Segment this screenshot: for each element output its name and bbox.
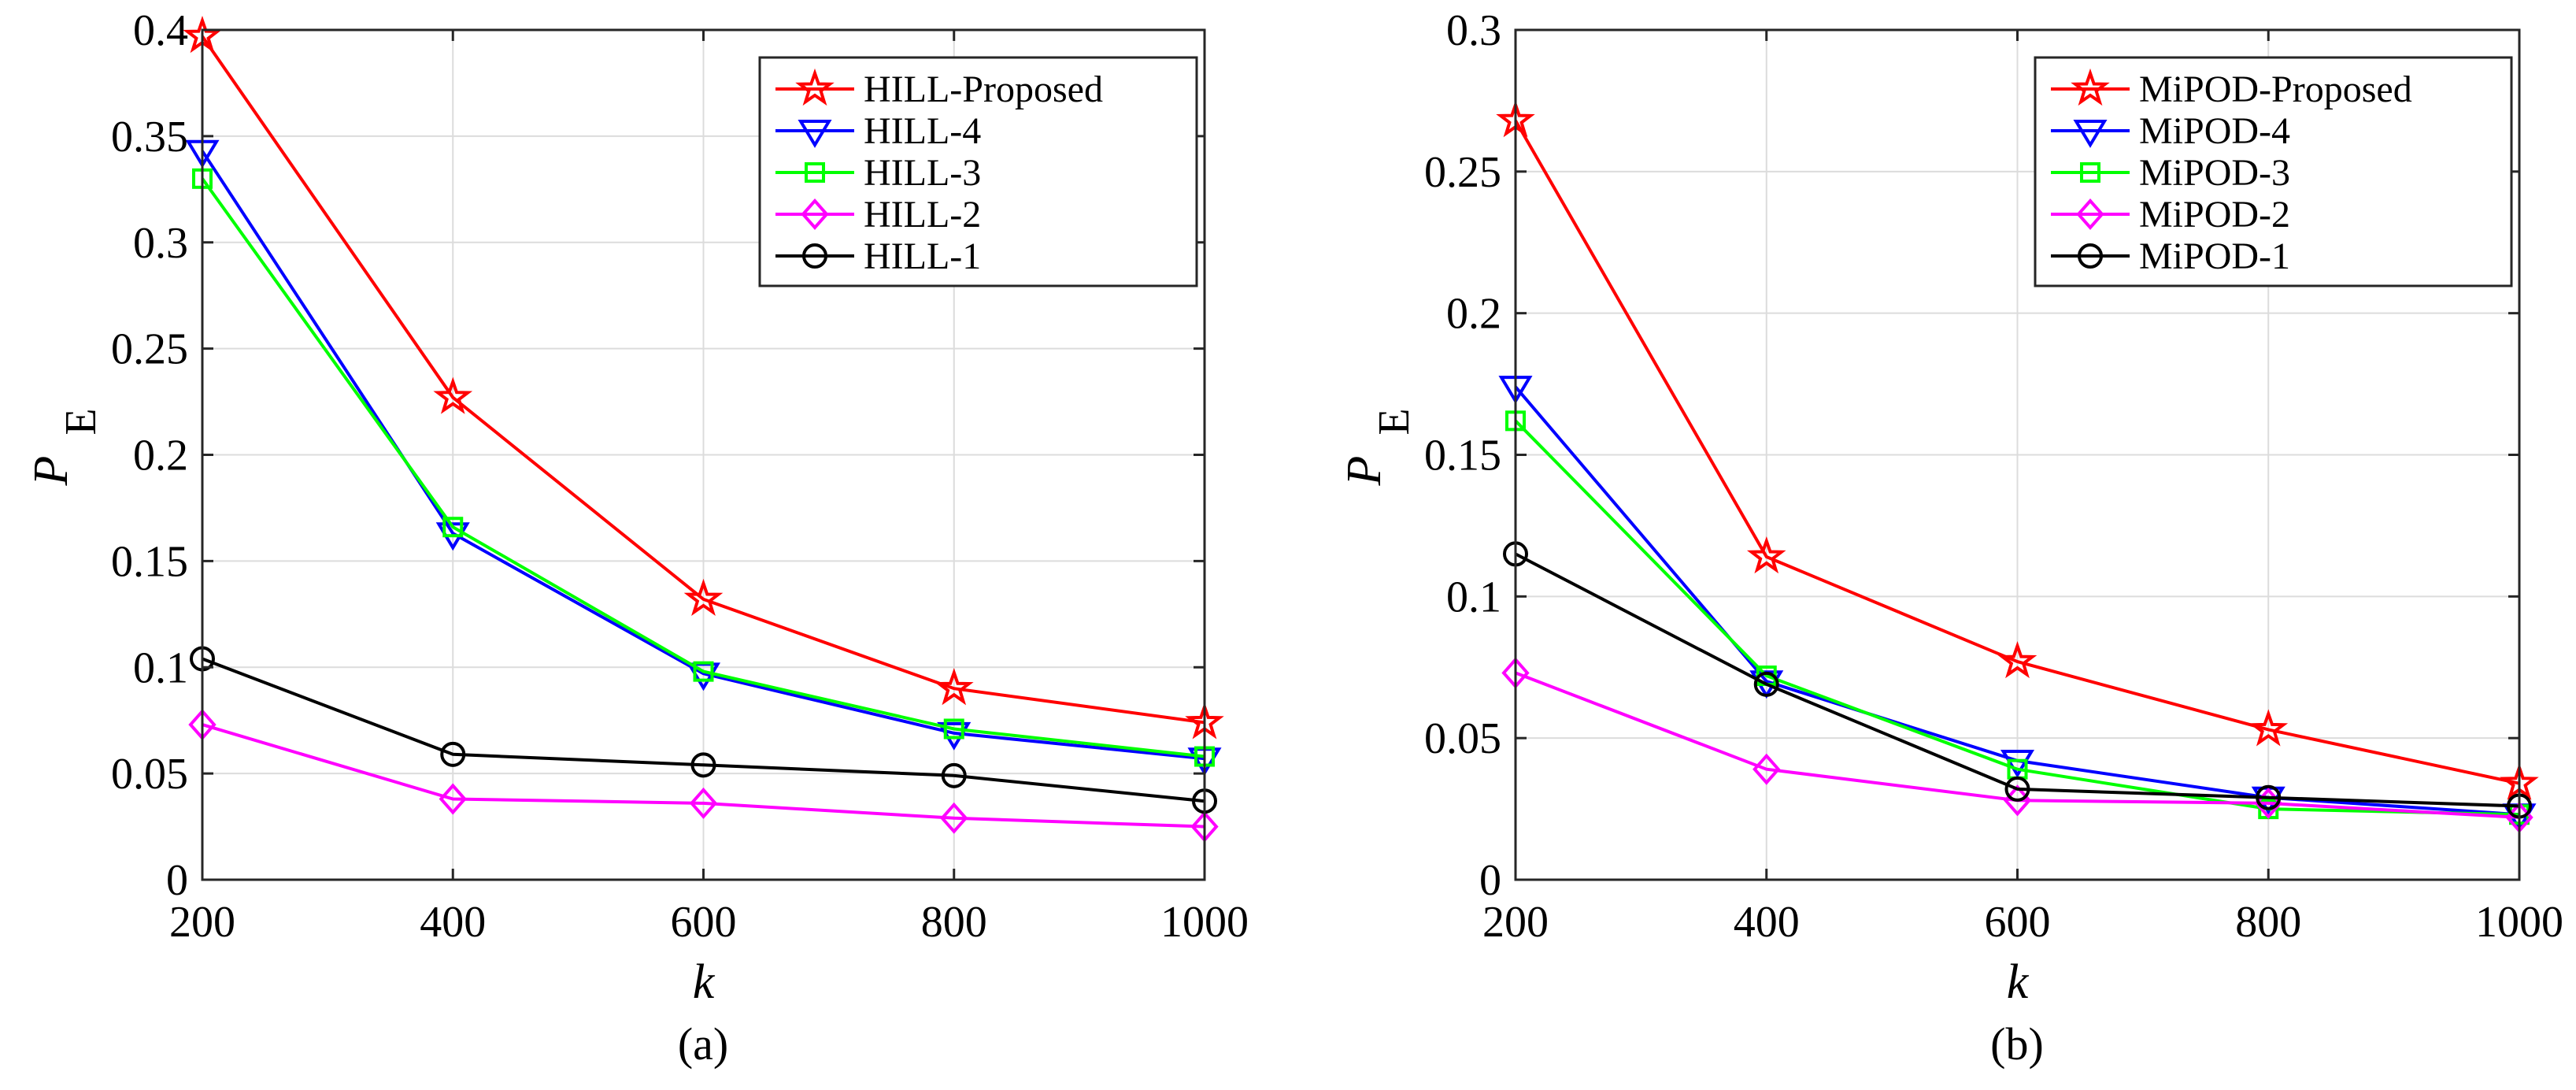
x-tick-label: 200 [169,898,235,947]
y-axis-label-main: P [24,456,78,487]
y-tick-label: 0.4 [133,6,188,55]
y-axis-label: PE [1338,408,1419,486]
legend-marker [2071,68,2110,106]
y-tick-label: 0.35 [111,113,188,161]
legend-marker [2076,198,2104,231]
y-tick-label: 0.3 [133,219,188,268]
chart-panel-2: 0 0.05 0.1 0.15 0.2 0.25 0.3 200 400 600 800 1000 k P… [1338,6,2563,1070]
data-point [442,517,464,538]
legend-label: MiPOD-1 [2139,235,2290,277]
series-line-hill-4 [201,150,1205,761]
data-point [693,661,714,682]
series-line-hill-1 [202,657,1205,803]
series-line-mipod-3 [1514,419,2520,817]
series-line-hill-2 [202,723,1205,829]
data-point [1997,641,2037,679]
y-axis-label-subscript: E [57,408,105,435]
data-point [1752,753,1781,785]
data-point [689,787,718,819]
x-tick-label: 1000 [2475,898,2563,947]
series-line-hill-3 [201,177,1205,758]
data-point [683,578,724,617]
chart-panel-1: 0 0.05 0.1 0.15 0.2 0.25 0.3 0.35 0.4 200 400 600 80… [24,6,1249,1070]
y-tick-label: 0.1 [1446,573,1501,621]
legend-marker [2078,243,2103,269]
series-line-hill-proposed [201,35,1205,725]
x-tick-label: 1000 [1160,898,1249,947]
legend-marker [802,243,827,269]
data-point [2248,709,2289,747]
data-point [940,802,968,834]
y-axis-label-main: P [1338,456,1391,487]
legend-marker [795,68,835,106]
figure-caption: (b) [1990,1018,2044,1070]
figure-caption: (a) [678,1018,728,1070]
data-point [2004,776,2030,802]
y-tick-label: 0.25 [111,325,188,374]
y-tick-label: 0.05 [111,750,188,799]
data-point [1753,671,1779,697]
legend: MiPOD-ProposedMiPOD-4MiPOD-3MiPOD-2MiPOD… [2034,56,2513,287]
y-tick-label: 0 [1479,856,1501,905]
x-tick-label: 200 [1482,898,1549,947]
y-tick-label: 0.1 [133,643,188,692]
x-axis-label: k [693,955,716,1009]
data-point [439,783,467,815]
y-tick-label: 0 [166,856,188,905]
legend-label: HILL-Proposed [864,69,1103,110]
legend-marker [801,198,829,231]
x-tick-label: 400 [1734,898,1800,947]
x-tick-label: 800 [921,898,987,947]
legend-label: HILL-3 [864,152,981,194]
y-axis-label: PE [24,408,105,486]
y-tick-label: 0.05 [1424,714,1501,763]
data-point [1746,536,1786,574]
legend-marker [2073,120,2108,148]
legend-label: HILL-4 [864,110,981,152]
data-point [690,752,716,778]
x-tick-label: 600 [671,898,737,947]
legend-label: MiPOD-3 [2139,152,2290,194]
data-point [440,741,466,767]
data-point [433,376,473,414]
y-tick-label: 0.2 [133,432,188,480]
legend-label: MiPOD-2 [2139,194,2290,235]
data-point [941,762,967,788]
legend-marker [798,120,832,148]
y-tick-label: 0.15 [111,537,188,586]
y-tick-label: 0.3 [1446,6,1501,55]
y-axis-label-subscript: E [1370,408,1419,435]
y-tick-label: 0.15 [1424,432,1501,480]
x-tick-label: 800 [2235,898,2301,947]
series-line-mipod-1 [1515,552,2520,808]
legend-label: HILL-1 [864,235,981,277]
x-tick-label: 600 [1985,898,2051,947]
x-axis-label: k [2007,955,2030,1009]
legend-label: MiPOD-4 [2139,110,2290,152]
x-tick-label: 400 [420,898,486,947]
legend-label: MiPOD-Proposed [2139,69,2412,110]
series-line-mipod-proposed [1514,120,2520,785]
y-tick-label: 0.2 [1446,290,1501,339]
y-tick-label: 0.25 [1424,148,1501,197]
legend-marker [2080,162,2100,183]
legend-label: HILL-2 [864,194,981,235]
data-point [934,668,974,706]
data-point [2256,784,2282,810]
legend-marker [805,162,825,183]
data-point [943,718,964,740]
